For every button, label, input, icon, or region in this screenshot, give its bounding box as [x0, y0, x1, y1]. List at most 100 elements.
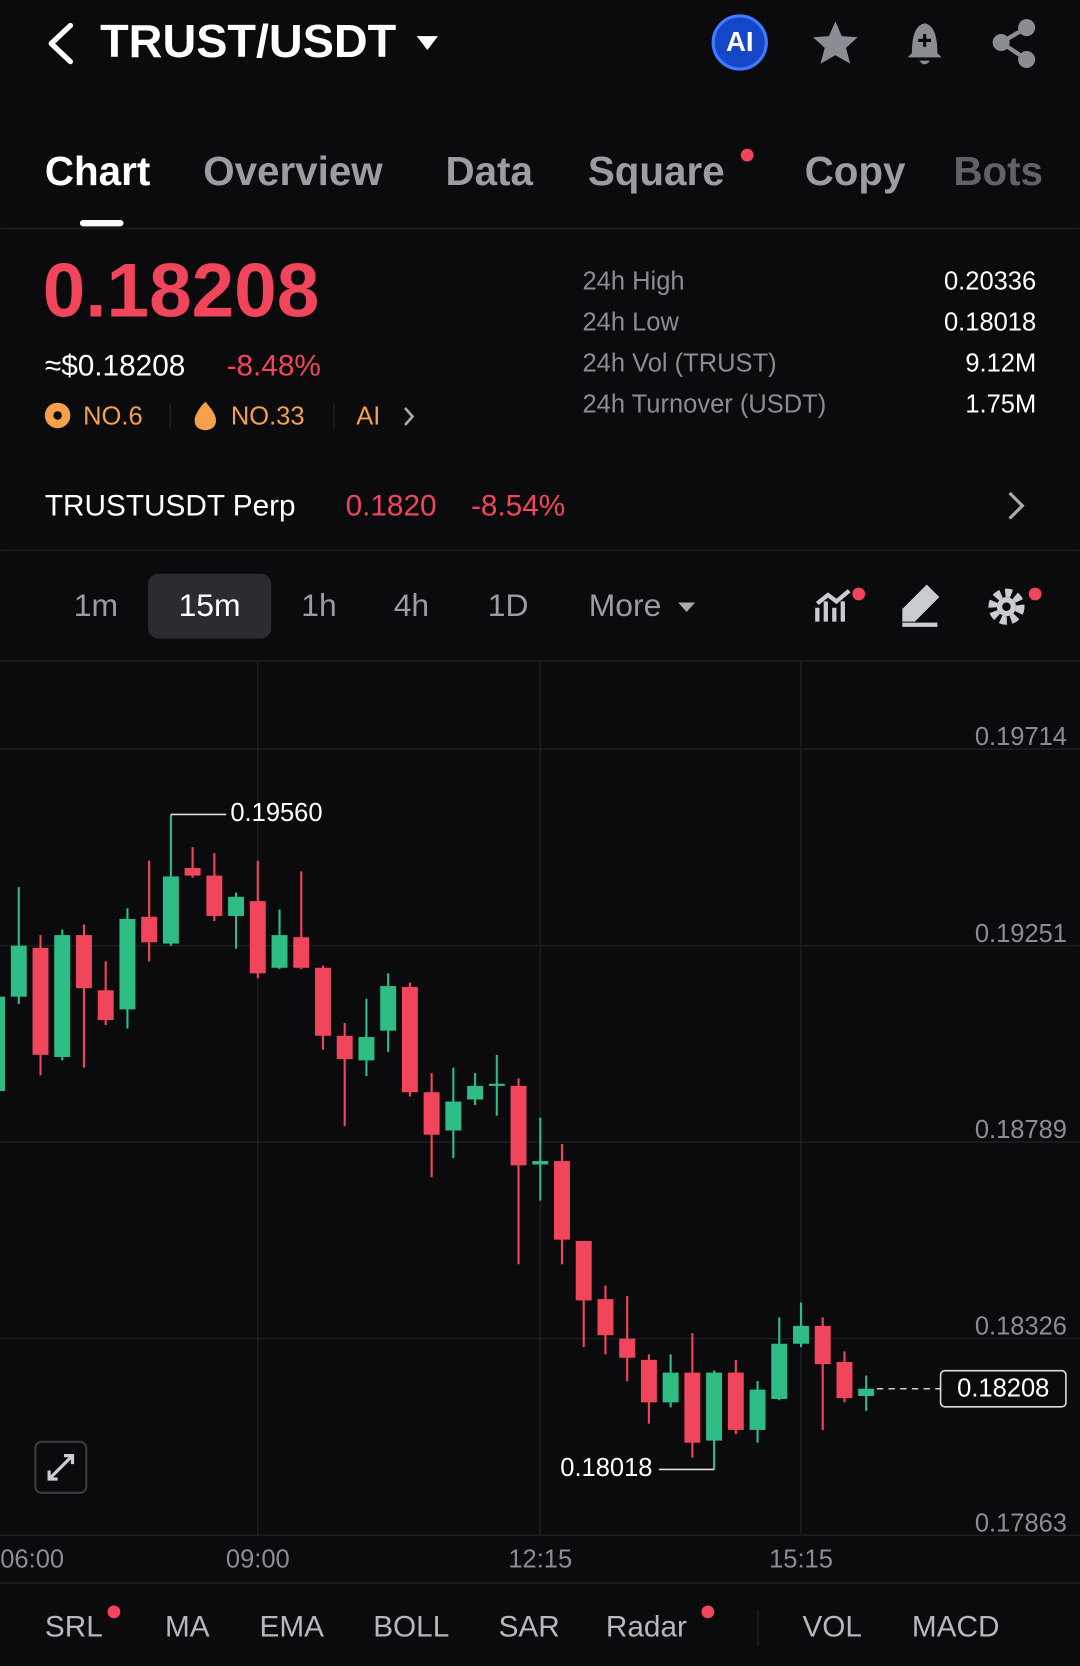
ai-button[interactable] [711, 14, 768, 71]
candle-body [76, 935, 92, 989]
notification-dot [1028, 587, 1042, 601]
ai-badge[interactable]: AI [356, 402, 380, 430]
y-tick-label: 0.18326 [975, 1313, 1067, 1341]
interval[interactable]: 1h [301, 587, 336, 623]
stat-label: 24h Turnover (USDT) [583, 391, 827, 419]
indicator-glyph [815, 589, 851, 622]
interval[interactable]: 15m [179, 587, 241, 623]
interval[interactable]: 1D [488, 587, 529, 623]
candle-body [380, 986, 397, 1031]
candle-body [554, 1161, 570, 1240]
more-caret [678, 602, 696, 612]
indicator-bar: SRL MA EMA BOLL SAR Radar VOL MACD [45, 1611, 1000, 1644]
candle-body [271, 935, 288, 968]
candle-body [293, 937, 310, 968]
candle-body [54, 935, 71, 1057]
draw-icon[interactable] [902, 584, 940, 627]
candle-body [10, 945, 27, 997]
indicator[interactable]: SRL [45, 1611, 103, 1644]
gear [988, 588, 1025, 625]
last-price-label: 0.18208 [957, 1375, 1049, 1403]
candle-body [684, 1372, 701, 1443]
stat-label: 24h High [583, 267, 685, 295]
max-label: 0.19560 [230, 799, 322, 827]
back-button[interactable] [48, 22, 74, 65]
candle-body [141, 916, 158, 943]
price-change: -8.48% [227, 349, 321, 382]
pair-dropdown[interactable] [416, 36, 438, 50]
y-tick-label: 0.19251 [975, 920, 1067, 948]
interval[interactable]: 4h [394, 587, 429, 623]
pair-title[interactable]: TRUST/USDT [100, 15, 397, 67]
settings-icon[interactable] [988, 587, 1042, 625]
last-price: 0.18208 [43, 249, 320, 334]
tab[interactable]: Chart [45, 148, 150, 194]
tab-underline [79, 219, 124, 227]
tab[interactable]: Square [588, 148, 725, 194]
tab-bar: Chart Overview Data Square Copy Bots [45, 148, 1043, 194]
indicator-icon[interactable] [815, 587, 866, 622]
indicator[interactable]: Radar [606, 1611, 687, 1644]
candle-body [640, 1359, 657, 1403]
share-icon[interactable] [992, 19, 1036, 68]
fullscreen-button[interactable] [34, 1440, 88, 1494]
tab[interactable]: Overview [203, 148, 383, 194]
indicator[interactable]: SAR [499, 1611, 560, 1644]
stat-value: 9.12M [965, 350, 1036, 378]
candle-body [97, 990, 114, 1021]
notification-dot [852, 587, 866, 601]
candle-body [206, 875, 223, 916]
indicator[interactable]: EMA [260, 1611, 325, 1644]
candle-body [445, 1101, 462, 1131]
alert-plus [918, 34, 931, 47]
perp-name[interactable]: TRUSTUSDT Perp [45, 490, 296, 523]
candle-body [249, 901, 266, 974]
candle-body [575, 1240, 592, 1301]
tab[interactable]: Data [445, 148, 533, 194]
interval[interactable]: More [589, 587, 662, 623]
candle-body [510, 1085, 527, 1166]
candle-body [0, 996, 6, 1091]
tab[interactable]: Copy [805, 148, 906, 194]
candle-body [749, 1389, 766, 1430]
y-tick-label: 0.19714 [975, 723, 1067, 751]
y-tick-label: 0.17863 [975, 1509, 1067, 1537]
tab[interactable]: Bots [953, 148, 1043, 194]
candle-body [619, 1338, 636, 1358]
candle-body [532, 1161, 549, 1165]
share-lines [997, 25, 1028, 62]
interval-active-bg [147, 573, 272, 639]
candle-body [597, 1299, 614, 1336]
x-tick-label: 09:00 [226, 1546, 290, 1574]
candle-body [162, 876, 179, 944]
indicator[interactable]: VOL [802, 1611, 862, 1644]
indicator[interactable]: MACD [912, 1611, 1000, 1644]
candle-body [119, 918, 136, 1010]
rank-icon-core [53, 411, 62, 420]
stat-label: 24h Vol (TRUST) [583, 350, 777, 378]
indicator[interactable]: MA [165, 1611, 210, 1644]
ai-label: AI [726, 26, 754, 57]
interval[interactable]: 1m [74, 587, 118, 623]
candle-body [184, 867, 201, 876]
candle-body [858, 1388, 875, 1396]
hot-icon [194, 401, 217, 431]
notification-dot [701, 1605, 715, 1619]
y-tick-label: 0.18789 [975, 1116, 1067, 1144]
candle-body [358, 1037, 375, 1061]
notification-dot [740, 148, 754, 162]
x-tick-label: 06:00 [0, 1546, 64, 1574]
min-label: 0.18018 [560, 1454, 652, 1482]
perp-price: 0.1820 [346, 490, 437, 523]
indicator[interactable]: BOLL [373, 1611, 449, 1644]
hot-badge[interactable]: NO.33 [231, 402, 305, 430]
candle-body [423, 1092, 440, 1135]
rank-badge[interactable]: NO.6 [83, 402, 143, 430]
favorite-icon[interactable] [813, 21, 858, 64]
x-tick-label: 12:15 [508, 1546, 572, 1574]
candle-body [793, 1325, 809, 1344]
chevron [404, 407, 415, 426]
perp-chevron[interactable] [1008, 491, 1025, 520]
